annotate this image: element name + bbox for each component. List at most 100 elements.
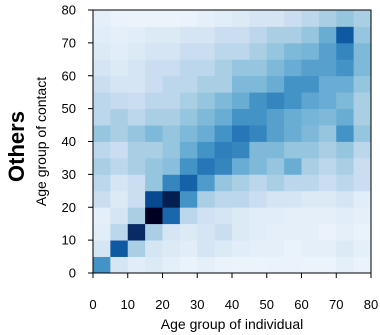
heatmap-cell <box>179 92 198 110</box>
heatmap-cell <box>318 141 337 159</box>
heatmap-cell <box>179 75 198 93</box>
heatmap-cell <box>162 75 181 93</box>
heatmap-cell <box>266 240 285 257</box>
heatmap-cell <box>301 207 320 225</box>
heatmap-cell <box>214 75 233 93</box>
heatmap-cell <box>197 256 216 274</box>
heatmap-cell <box>197 157 216 175</box>
heatmap-cell <box>110 256 129 274</box>
heatmap-cell <box>214 190 233 208</box>
heatmap-cell <box>214 157 233 175</box>
heatmap-cell <box>162 174 181 192</box>
heatmap-cell <box>162 125 181 142</box>
heatmap-cell <box>127 59 146 77</box>
heatmap-cell <box>145 256 163 274</box>
heatmap-cell <box>353 108 372 126</box>
heatmap-cell <box>301 10 320 27</box>
x-tick-label: 10 <box>121 297 135 312</box>
panel-title: Others <box>4 111 29 182</box>
heatmap-cell <box>145 141 163 159</box>
heatmap-cell <box>284 174 302 192</box>
heatmap-cell <box>145 26 163 44</box>
heatmap-cell <box>284 26 302 44</box>
heatmap-cell <box>179 223 198 241</box>
heatmap-cell <box>197 92 216 110</box>
heatmap-cell <box>318 10 337 27</box>
heatmap-cell <box>110 59 129 77</box>
heatmap-cell <box>249 125 268 142</box>
heatmap-cell <box>249 92 268 110</box>
heatmap-cell <box>179 42 198 60</box>
heatmap-cell <box>266 157 285 175</box>
heatmap-cell <box>284 125 302 142</box>
heatmap-cell <box>214 141 233 159</box>
heatmap-cell <box>353 75 372 93</box>
heatmap-cell <box>93 42 111 60</box>
heatmap-cell <box>353 240 372 257</box>
heatmap-cell <box>197 125 216 142</box>
heatmap-cell <box>145 125 163 142</box>
heatmap-cell <box>232 59 250 77</box>
heatmap-cell <box>179 125 198 142</box>
heatmap-cell <box>266 256 285 274</box>
heatmap-cell <box>179 141 198 159</box>
heatmap-cell <box>162 207 181 225</box>
y-tick-label: 70 <box>62 35 76 50</box>
y-tick-label: 0 <box>69 266 76 281</box>
heatmap-cell <box>318 157 337 175</box>
heatmap-cell <box>110 157 129 175</box>
heatmap-cell <box>284 240 302 257</box>
heatmap-cell <box>249 207 268 225</box>
heatmap-cell <box>318 223 337 241</box>
heatmap-cell <box>336 92 355 110</box>
heatmap-cell <box>197 141 216 159</box>
heatmap-cell <box>197 10 216 27</box>
heatmap-cell <box>232 26 250 44</box>
heatmap-cell <box>353 256 372 274</box>
heatmap-cell <box>266 190 285 208</box>
heatmap-cell <box>127 125 146 142</box>
heatmap-cell <box>284 92 302 110</box>
heatmap-cell <box>162 26 181 44</box>
heatmap-cell <box>110 92 129 110</box>
heatmap-cell <box>232 125 250 142</box>
heatmap-cell <box>197 190 216 208</box>
heatmap-cell <box>110 174 129 192</box>
heatmap-cell <box>318 92 337 110</box>
y-tick-label: 40 <box>62 134 76 149</box>
heatmap-cell <box>249 10 268 27</box>
heatmap-cell <box>197 75 216 93</box>
heatmap-cell <box>127 10 146 27</box>
heatmap-cell <box>284 42 302 60</box>
heatmap-cell <box>266 75 285 93</box>
heatmap-cell <box>232 92 250 110</box>
y-tick-label: 80 <box>62 3 76 18</box>
heatmap-cell <box>353 190 372 208</box>
heatmap-cell <box>266 141 285 159</box>
heatmap-cell <box>284 256 302 274</box>
heatmap-cell <box>336 207 355 225</box>
heatmap-cell <box>353 92 372 110</box>
heatmap-cell <box>93 256 111 274</box>
heatmap-cell <box>301 256 320 274</box>
heatmap-cell <box>284 141 302 159</box>
heatmap-cell <box>336 256 355 274</box>
x-tick-label: 20 <box>155 297 169 312</box>
x-tick-label: 0 <box>89 297 96 312</box>
heatmap-cell <box>179 26 198 44</box>
heatmap-cell <box>214 125 233 142</box>
heatmap-cell <box>145 223 163 241</box>
heatmap-cell <box>127 240 146 257</box>
heatmap-cell <box>93 223 111 241</box>
heatmap-cell <box>353 42 372 60</box>
heatmap-cell <box>266 26 285 44</box>
heatmap-cell <box>162 92 181 110</box>
heatmap-cell <box>93 190 111 208</box>
heatmap-cell <box>318 256 337 274</box>
heatmap-cell <box>249 59 268 77</box>
heatmap-cell <box>145 75 163 93</box>
heatmap-cell <box>110 207 129 225</box>
heatmap-cell <box>336 240 355 257</box>
heatmap-cell <box>93 59 111 77</box>
heatmap-cell <box>110 108 129 126</box>
